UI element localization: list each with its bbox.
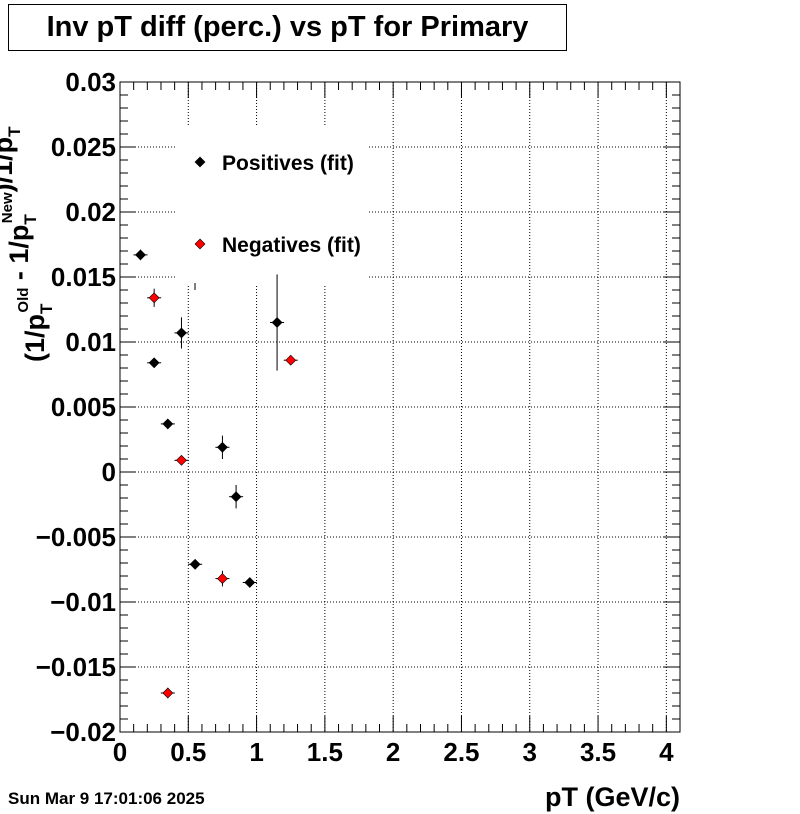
x-tick-label: 1.5 bbox=[307, 737, 343, 767]
legend-marker bbox=[194, 156, 206, 168]
y-tick-label: 0.005 bbox=[51, 392, 116, 422]
data-point bbox=[283, 354, 298, 366]
legend-marker bbox=[194, 238, 206, 250]
point-marker bbox=[162, 418, 174, 430]
legend-box bbox=[177, 125, 367, 285]
data-point bbox=[215, 435, 230, 459]
legend: Positives (fit) Negatives (fit) bbox=[177, 125, 367, 290]
point-marker bbox=[244, 577, 256, 588]
point-marker bbox=[148, 292, 160, 304]
point-marker bbox=[271, 317, 283, 328]
data-points bbox=[133, 249, 298, 699]
point-marker bbox=[217, 441, 228, 453]
x-tick-label: 2.5 bbox=[443, 737, 479, 767]
y-tick-label: 0 bbox=[102, 457, 116, 487]
point-marker bbox=[162, 687, 174, 699]
chart-title-box: Inv pT diff (perc.) vs pT for Primary bbox=[8, 4, 567, 51]
data-point bbox=[147, 357, 162, 369]
point-marker bbox=[217, 573, 228, 585]
data-point bbox=[174, 317, 189, 349]
legend-label: Positives (fit) bbox=[222, 152, 354, 175]
data-point bbox=[133, 249, 148, 261]
data-point bbox=[160, 418, 175, 430]
data-point bbox=[160, 687, 175, 699]
y-tick-label: 0.03 bbox=[65, 67, 116, 97]
timestamp: Sun Mar 9 17:01:06 2025 bbox=[8, 789, 205, 808]
point-marker bbox=[176, 327, 187, 339]
point-marker bbox=[285, 354, 297, 366]
x-tick-label: 1 bbox=[249, 737, 263, 767]
x-tick-label: 0.5 bbox=[170, 737, 206, 767]
data-point bbox=[147, 288, 162, 307]
y-tick-label: 0.025 bbox=[51, 132, 116, 162]
y-tick-label: −0.01 bbox=[50, 587, 116, 617]
data-point bbox=[215, 570, 230, 587]
y-tick-label: −0.02 bbox=[50, 717, 116, 747]
x-tick-label: 3 bbox=[523, 737, 537, 767]
axis-ticks bbox=[119, 81, 680, 733]
x-axis-label: pT (GeV/c) bbox=[545, 782, 680, 812]
y-tick-label: 0.015 bbox=[51, 262, 116, 292]
y-axis-label-text: (1/pTOld - 1/pTNew)/1/pTNew bbox=[0, 104, 56, 362]
point-marker bbox=[148, 357, 160, 369]
tick-labels: 0 0.5 1 1.5 2 2.5 3 3.5 4 −0.02 −0.015 −0.01 −0.005 0… bbox=[36, 67, 674, 767]
point-marker bbox=[176, 454, 187, 466]
y-axis-label: (1/pTOld - 1/pTNew)/1/pTNew bbox=[0, 104, 56, 362]
data-point bbox=[174, 454, 189, 466]
x-tick-label: 3.5 bbox=[580, 737, 616, 767]
y-tick-label: −0.015 bbox=[36, 652, 116, 682]
legend-label: Negatives (fit) bbox=[222, 234, 361, 257]
data-point bbox=[242, 577, 257, 588]
chart-title: Inv pT diff (perc.) vs pT for Primary bbox=[46, 11, 529, 43]
point-marker bbox=[189, 558, 201, 570]
x-tick-label: 4 bbox=[659, 737, 674, 767]
y-tick-label: 0.02 bbox=[65, 197, 116, 227]
plot-frame bbox=[119, 81, 681, 733]
point-marker bbox=[135, 249, 146, 261]
x-tick-label: 0 bbox=[113, 737, 127, 767]
point-marker bbox=[230, 491, 242, 503]
data-point bbox=[188, 558, 203, 570]
data-point bbox=[229, 485, 244, 509]
x-tick-label: 2 bbox=[386, 737, 400, 767]
y-tick-label: −0.005 bbox=[36, 522, 116, 552]
data-point bbox=[270, 274, 285, 371]
y-tick-label: 0.01 bbox=[65, 327, 116, 357]
